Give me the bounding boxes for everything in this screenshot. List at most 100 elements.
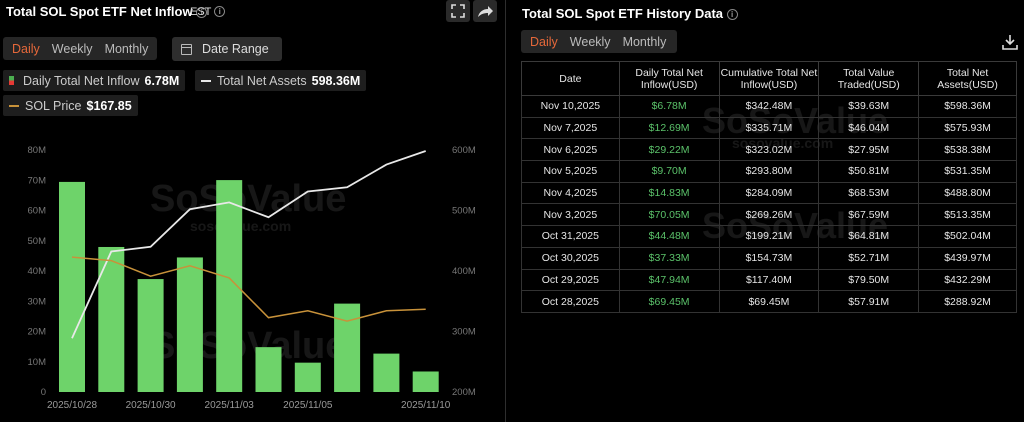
table-cell: $117.40M (718, 269, 820, 292)
table-row: Nov 7,2025 $12.69M $335.71M $46.04M $575.93M (521, 117, 1017, 140)
fullscreen-icon (451, 4, 465, 18)
table-cell: $284.09M (718, 182, 820, 205)
table-cell: $575.93M (918, 117, 1017, 140)
table-cell: Oct 28,2025 (521, 290, 620, 313)
inflow-bar (216, 180, 243, 392)
price-swatch-icon (9, 104, 19, 107)
inflow-bar (255, 347, 282, 392)
legend-label: Daily Total Net Inflow (23, 73, 140, 88)
table-cell: $64.81M (818, 225, 920, 248)
legend-value: $167.85 (86, 98, 132, 113)
history-table: Date Daily Total Net Inflow(USD) Cumulat… (521, 61, 1017, 313)
tab-weekly[interactable]: Weekly (51, 41, 93, 56)
legend-label: Total Net Assets (217, 73, 307, 88)
table-row: Oct 30,2025 $37.33M $154.73M $52.71M $439.97… (521, 247, 1017, 270)
legend-net-inflow[interactable]: Daily Total Net Inflow 6.78M (3, 70, 186, 91)
y-left-tick-label: 40M (28, 266, 47, 277)
x-tick-label: 2025/11/03 (205, 400, 255, 411)
table-interval-tabs: Daily Weekly Monthly (521, 30, 677, 53)
x-tick-label: 2025/10/30 (126, 400, 176, 411)
y-left-tick-label: 70M (28, 175, 47, 186)
table-cell: $439.97M (918, 247, 1017, 270)
net-inflow-chart: 80M 70M 60M 50M 40M 30M 20M 10M 0 600M 500M 400M 300… (28, 145, 476, 411)
legend-net-assets[interactable]: Total Net Assets 598.36M (195, 70, 367, 91)
date-range-button[interactable]: Date Range (172, 37, 282, 61)
fullscreen-button[interactable] (446, 0, 470, 22)
table-row: Nov 10,2025 $6.78M $342.48M $39.63M $598.36M (521, 95, 1017, 118)
chart-title: Total SOL Spot ETF Net Inflow (6, 4, 193, 19)
table-row: Nov 4,2025 $14.83M $284.09M $68.53M $488.80M (521, 182, 1017, 205)
x-tick-label: 2025/11/10 (401, 400, 451, 411)
table-cell: Nov 7,2025 (521, 117, 620, 140)
table-cell: Oct 29,2025 (521, 269, 620, 292)
share-button[interactable] (473, 0, 497, 22)
table-row: Oct 29,2025 $47.94M $117.40M $79.50M $432.29… (521, 269, 1017, 292)
table-cell: $6.78M (618, 95, 720, 118)
timezone-info-icon[interactable]: i (214, 6, 226, 17)
legend-value: 598.36M (311, 73, 361, 88)
tab-monthly[interactable]: Monthly (622, 34, 667, 49)
tab-daily[interactable]: Daily (530, 34, 558, 49)
table-cell: $69.45M (718, 290, 820, 313)
table-cell: Oct 30,2025 (521, 247, 620, 270)
net-inflow-chart-panel: Total SOL Spot ETF Net Inflow i EST i Da… (0, 0, 506, 422)
table-cell: $29.22M (618, 138, 720, 162)
timezone-label[interactable]: EST i (190, 6, 226, 18)
timezone-value: EST (190, 6, 212, 18)
inflow-bar (59, 181, 85, 392)
table-cell: Nov 3,2025 (521, 203, 620, 227)
y-right-tick-label: 200M (452, 387, 476, 398)
table-cell: Nov 10,2025 (521, 95, 620, 118)
table-cell: $538.38M (918, 138, 1017, 162)
table-cell: $199.21M (718, 225, 820, 248)
table-cell: $37.33M (618, 247, 720, 270)
table-row: Oct 28,2025 $69.45M $69.45M $57.91M $288.92M (521, 290, 1017, 313)
table-cell: $12.69M (618, 117, 720, 140)
bar-swatch-icon (9, 76, 14, 85)
info-icon[interactable]: i (726, 9, 738, 20)
table-cell: $68.53M (818, 182, 920, 205)
table-cell: $52.71M (818, 247, 920, 270)
table-cell: $14.83M (618, 182, 720, 205)
table-cell: $432.29M (918, 269, 1017, 292)
col-header-cumulative-inflow[interactable]: Cumulative Total Net Inflow(USD) (718, 61, 820, 96)
y-left-tick-label: 50M (28, 236, 47, 247)
table-row: Nov 3,2025 $70.05M $269.26M $67.59M $513.35M (521, 203, 1017, 227)
table-cell: $154.73M (718, 247, 820, 270)
col-header-net-assets[interactable]: Total Net Assets(USD) (918, 61, 1017, 96)
calendar-icon (181, 43, 192, 55)
col-header-date[interactable]: Date (521, 61, 620, 96)
tab-monthly[interactable]: Monthly (104, 41, 149, 56)
x-tick-label: 2025/10/28 (47, 400, 97, 411)
table-row: Nov 5,2025 $9.70M $293.80M $50.81M $531.35M (521, 160, 1017, 183)
y-left-tick-label: 80M (28, 145, 47, 156)
y-left-tick-label: 30M (28, 296, 47, 307)
download-button[interactable] (1002, 34, 1018, 50)
panel-title: Total SOL Spot ETF Net Inflow i (6, 4, 208, 19)
table-cell: Nov 6,2025 (521, 138, 620, 162)
legend-sol-price[interactable]: SOL Price $167.85 (3, 95, 138, 116)
y-left-tick-label: 10M (28, 357, 47, 368)
inflow-bar (98, 246, 125, 392)
table-cell: $70.05M (618, 203, 720, 227)
tab-weekly[interactable]: Weekly (569, 34, 611, 49)
inflow-bar (373, 353, 400, 392)
info-icon[interactable]: i (196, 7, 208, 18)
table-cell: $57.91M (818, 290, 920, 313)
table-cell: $79.50M (818, 269, 920, 292)
col-header-daily-inflow[interactable]: Daily Total Net Inflow(USD) (618, 61, 720, 96)
y-right-tick-label: 300M (452, 327, 476, 338)
table-cell: $513.35M (918, 203, 1017, 227)
inflow-bar (412, 371, 439, 392)
table-cell: $46.04M (818, 117, 920, 140)
inflow-bar (137, 279, 164, 392)
line-swatch-icon (201, 79, 211, 82)
history-data-panel: Total SOL Spot ETF History Data i Daily … (512, 0, 1024, 422)
table-title: Total SOL Spot ETF History Data i (522, 6, 738, 21)
col-header-value-traded[interactable]: Total Value Traded(USD) (818, 61, 920, 96)
table-cell: $335.71M (718, 117, 820, 140)
y-left-tick-label: 20M (28, 327, 47, 338)
date-range-label: Date Range (202, 42, 269, 56)
net-assets-line (71, 150, 426, 339)
tab-daily[interactable]: Daily (12, 41, 40, 56)
